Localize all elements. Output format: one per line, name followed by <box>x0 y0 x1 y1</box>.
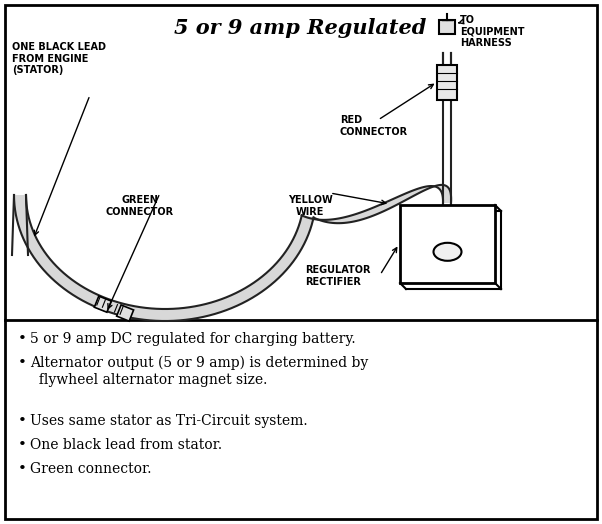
Bar <box>117 305 134 321</box>
Bar <box>400 205 495 283</box>
Text: TO
EQUIPMENT
HARNESS: TO EQUIPMENT HARNESS <box>460 15 524 48</box>
Text: Green connector.: Green connector. <box>30 462 152 476</box>
Ellipse shape <box>433 243 462 261</box>
Bar <box>437 65 457 100</box>
Text: ONE BLACK LEAD
FROM ENGINE
(STATOR): ONE BLACK LEAD FROM ENGINE (STATOR) <box>12 42 106 75</box>
Text: GREEN
CONNECTOR: GREEN CONNECTOR <box>106 195 174 216</box>
Polygon shape <box>14 195 314 321</box>
Text: YELLOW
WIRE: YELLOW WIRE <box>288 195 332 216</box>
Text: Uses same stator as Tri-Circuit system.: Uses same stator as Tri-Circuit system. <box>30 414 308 428</box>
Bar <box>439 20 455 34</box>
Text: RED
CONNECTOR: RED CONNECTOR <box>340 115 408 137</box>
Text: •: • <box>18 332 27 346</box>
Text: One black lead from stator.: One black lead from stator. <box>30 438 222 452</box>
Text: •: • <box>18 414 27 428</box>
Text: 5 or 9 amp Regulated: 5 or 9 amp Regulated <box>174 18 426 38</box>
Polygon shape <box>302 185 451 223</box>
Text: •: • <box>18 462 27 476</box>
Text: REGULATOR
RECTIFIER: REGULATOR RECTIFIER <box>305 265 370 287</box>
Text: •: • <box>18 438 27 452</box>
Bar <box>95 296 111 312</box>
Text: 5 or 9 amp DC regulated for charging battery.: 5 or 9 amp DC regulated for charging bat… <box>30 332 356 346</box>
Text: Alternator output (5 or 9 amp) is determined by
  flywheel alternator magnet siz: Alternator output (5 or 9 amp) is determ… <box>30 356 368 387</box>
Text: •: • <box>18 356 27 370</box>
